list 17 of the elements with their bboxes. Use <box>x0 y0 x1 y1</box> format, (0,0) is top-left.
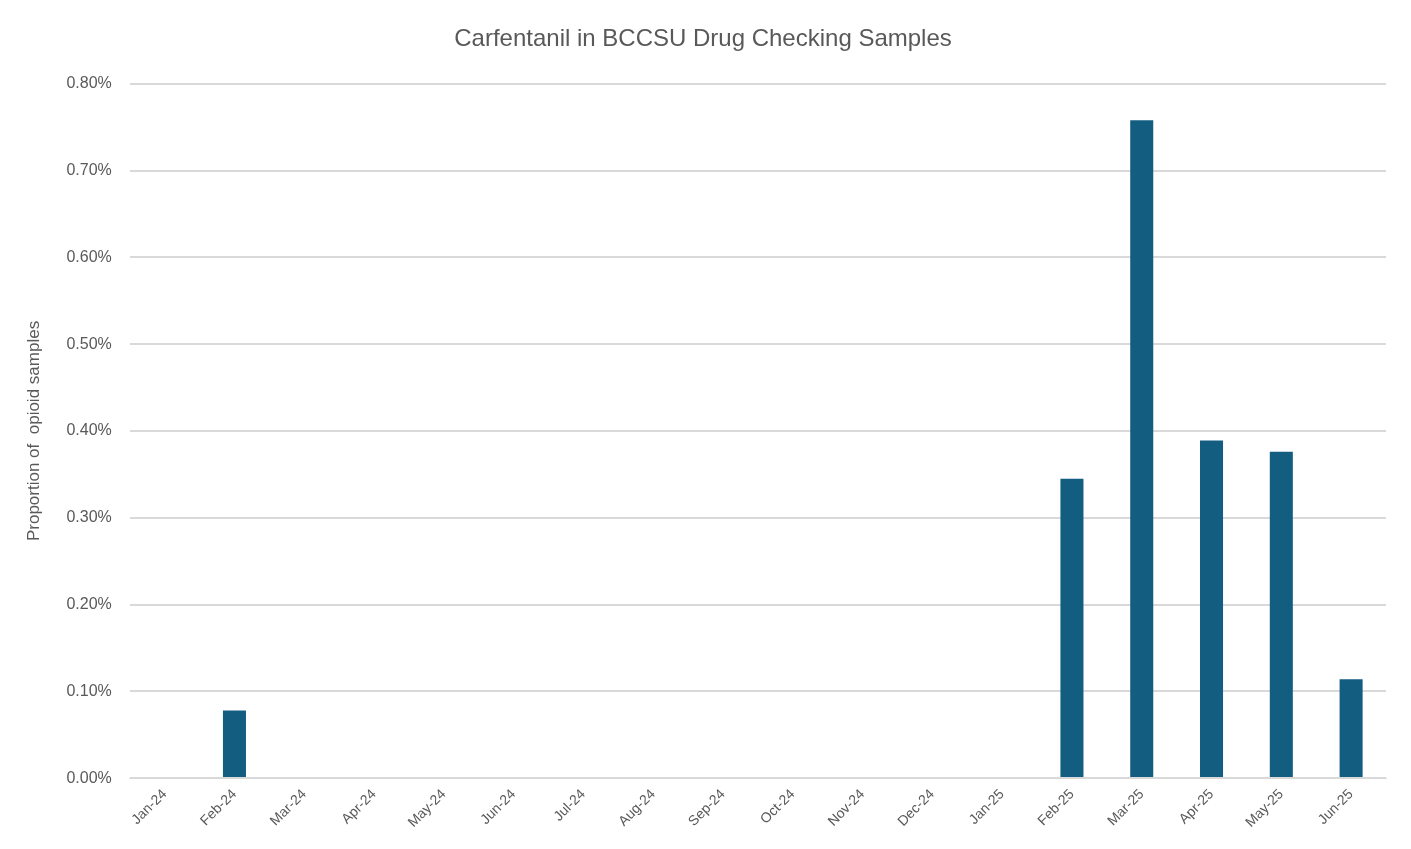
bar <box>1130 120 1154 778</box>
y-axis-title: Proportion of opioid samples <box>23 320 43 542</box>
y-tick-label: 0.00% <box>66 768 112 786</box>
bar <box>1339 679 1363 778</box>
y-tick-label: 0.50% <box>66 334 112 352</box>
bar <box>1060 478 1084 778</box>
y-tick-label: 0.20% <box>66 594 112 612</box>
y-tick-label: 0.60% <box>66 247 112 265</box>
bar <box>1200 440 1224 778</box>
y-tick-label: 0.10% <box>66 681 112 699</box>
chart-title: Carfentanil in BCCSU Drug Checking Samples <box>454 24 952 52</box>
bar <box>222 710 246 778</box>
y-tick-label: 0.70% <box>66 161 112 178</box>
y-tick-label: 0.80% <box>66 74 112 92</box>
bar <box>1269 451 1293 778</box>
y-tick-label: 0.30% <box>66 508 112 526</box>
y-tick-label: 0.40% <box>66 421 112 439</box>
